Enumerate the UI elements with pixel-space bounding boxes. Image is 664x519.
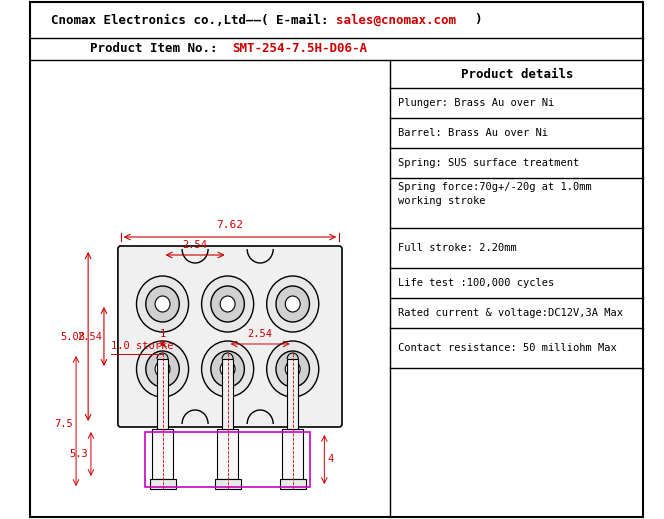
Text: 1.0 storke: 1.0 storke: [112, 341, 174, 351]
Bar: [214, 479, 240, 489]
Text: SMT-254-7.5H-D06-A: SMT-254-7.5H-D06-A: [232, 43, 367, 56]
Text: Full stroke: 2.20mm: Full stroke: 2.20mm: [398, 243, 517, 253]
Text: Rated current & voltage:DC12V,3A Max: Rated current & voltage:DC12V,3A Max: [398, 308, 623, 318]
Bar: [149, 479, 175, 489]
Text: Product Item No.:: Product Item No.:: [90, 43, 232, 56]
Circle shape: [276, 351, 309, 387]
Circle shape: [146, 351, 179, 387]
Text: Contact resistance: 50 milliohm Max: Contact resistance: 50 milliohm Max: [398, 343, 617, 353]
Circle shape: [220, 361, 235, 377]
Text: 4: 4: [327, 455, 333, 465]
Text: Product details: Product details: [461, 69, 573, 81]
Circle shape: [267, 341, 319, 397]
Bar: [222, 359, 233, 429]
Text: Spring force:70g+/-20g at 1.0mm: Spring force:70g+/-20g at 1.0mm: [398, 182, 592, 192]
Text: 7.62: 7.62: [216, 220, 244, 230]
Circle shape: [137, 276, 189, 332]
Circle shape: [211, 351, 244, 387]
Circle shape: [276, 286, 309, 322]
Bar: [157, 359, 168, 429]
Circle shape: [211, 286, 244, 322]
Circle shape: [220, 296, 235, 312]
Text: working stroke: working stroke: [398, 196, 485, 206]
Bar: [280, 479, 305, 489]
Circle shape: [267, 276, 319, 332]
Text: Barrel: Brass Au over Ni: Barrel: Brass Au over Ni: [398, 128, 548, 138]
Circle shape: [286, 361, 300, 377]
Circle shape: [137, 341, 189, 397]
Bar: [152, 429, 173, 479]
Circle shape: [155, 361, 170, 377]
Text: 7.5: 7.5: [54, 419, 73, 429]
Text: Plunger: Brass Au over Ni: Plunger: Brass Au over Ni: [398, 98, 554, 108]
Text: Life test :100,000 cycles: Life test :100,000 cycles: [398, 278, 554, 288]
Bar: [287, 359, 298, 429]
Circle shape: [146, 286, 179, 322]
Text: Cnomax Electronics co.,Ltd——( E-mail:: Cnomax Electronics co.,Ltd——( E-mail:: [51, 13, 337, 26]
Circle shape: [202, 276, 254, 332]
Text: ): ): [474, 13, 481, 26]
Circle shape: [155, 296, 170, 312]
Bar: [145, 432, 310, 487]
Circle shape: [202, 341, 254, 397]
Circle shape: [286, 296, 300, 312]
Text: sales@cnomax.com: sales@cnomax.com: [337, 13, 456, 26]
Bar: [282, 429, 303, 479]
Text: 2.54: 2.54: [183, 240, 208, 250]
FancyBboxPatch shape: [118, 246, 342, 427]
Text: 5.3: 5.3: [70, 449, 88, 459]
Text: 2.54: 2.54: [77, 332, 102, 342]
Text: 1: 1: [159, 329, 165, 339]
Text: 2.54: 2.54: [248, 329, 273, 339]
Text: 5.08: 5.08: [60, 332, 86, 342]
Text: Spring: SUS surface treatment: Spring: SUS surface treatment: [398, 158, 579, 168]
Bar: [217, 429, 238, 479]
